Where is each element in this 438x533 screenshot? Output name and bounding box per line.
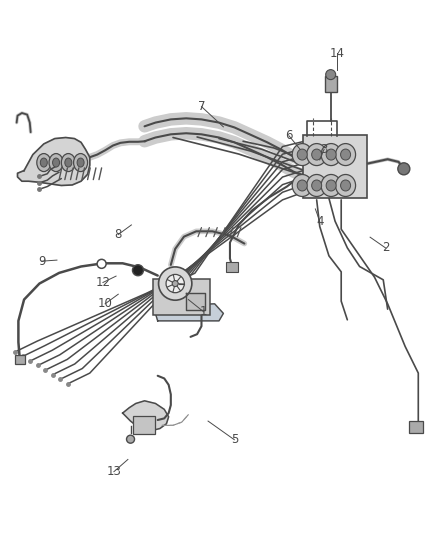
Text: 6: 6 (285, 130, 293, 142)
Ellipse shape (292, 143, 312, 166)
Ellipse shape (77, 158, 84, 167)
Circle shape (398, 163, 410, 175)
Ellipse shape (312, 149, 321, 160)
FancyBboxPatch shape (153, 279, 210, 315)
Text: 13: 13 (106, 465, 121, 478)
FancyBboxPatch shape (226, 262, 238, 271)
Ellipse shape (40, 158, 47, 167)
Polygon shape (153, 304, 223, 321)
Circle shape (326, 70, 336, 79)
Circle shape (159, 267, 192, 300)
Text: 3: 3 (321, 143, 328, 156)
Ellipse shape (336, 143, 356, 166)
Ellipse shape (336, 174, 356, 197)
Polygon shape (18, 138, 90, 185)
Ellipse shape (53, 158, 60, 167)
Text: 8: 8 (115, 228, 122, 241)
FancyBboxPatch shape (15, 355, 25, 364)
Ellipse shape (312, 180, 321, 191)
Ellipse shape (321, 174, 341, 197)
Ellipse shape (297, 180, 307, 191)
Text: 2: 2 (381, 241, 389, 254)
Text: 10: 10 (98, 297, 113, 310)
Ellipse shape (61, 154, 75, 172)
Ellipse shape (326, 180, 336, 191)
Polygon shape (186, 293, 205, 310)
Ellipse shape (326, 149, 336, 160)
Ellipse shape (341, 149, 350, 160)
Ellipse shape (307, 174, 327, 197)
Circle shape (127, 435, 134, 443)
Ellipse shape (292, 174, 312, 197)
FancyBboxPatch shape (133, 416, 155, 434)
Text: 7: 7 (198, 100, 205, 113)
Text: 9: 9 (38, 255, 46, 268)
Text: 1: 1 (200, 305, 208, 318)
Polygon shape (123, 401, 169, 431)
Ellipse shape (307, 143, 327, 166)
Circle shape (97, 260, 106, 268)
Text: 12: 12 (95, 276, 110, 289)
Ellipse shape (321, 143, 341, 166)
Ellipse shape (49, 154, 63, 172)
Circle shape (166, 274, 184, 293)
Text: 4: 4 (316, 215, 324, 228)
FancyBboxPatch shape (304, 135, 367, 198)
Ellipse shape (37, 154, 51, 172)
FancyBboxPatch shape (409, 421, 423, 433)
FancyBboxPatch shape (325, 76, 337, 92)
Text: 14: 14 (330, 47, 345, 60)
Circle shape (172, 280, 178, 287)
Text: 5: 5 (231, 433, 238, 446)
Ellipse shape (65, 158, 72, 167)
Ellipse shape (341, 180, 350, 191)
Ellipse shape (74, 154, 88, 172)
Ellipse shape (297, 149, 307, 160)
Circle shape (132, 265, 144, 276)
